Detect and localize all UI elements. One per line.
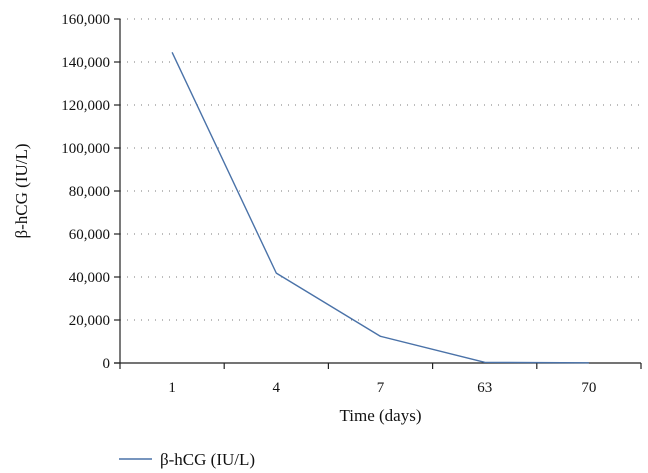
- y-axis-title: β-hCG (IU/L): [12, 143, 31, 238]
- y-tick-label: 40,000: [69, 270, 110, 286]
- legend-label: β-hCG (IU/L): [160, 450, 255, 469]
- gridlines: [120, 18, 641, 321]
- y-tick-label: 80,000: [69, 184, 110, 200]
- x-axis-ticks: 1 4 7 63 70: [119, 363, 642, 396]
- y-tick-label: 0: [103, 356, 111, 372]
- y-tick-label: 60,000: [69, 227, 110, 243]
- y-tick-label: 20,000: [69, 313, 110, 329]
- y-tick-label: 100,000: [61, 141, 110, 157]
- y-tick-label: 140,000: [61, 55, 110, 71]
- x-tick-label: 70: [581, 380, 596, 396]
- y-tick-label: 160,000: [61, 12, 110, 28]
- legend: β-hCG (IU/L): [119, 450, 255, 469]
- y-axis-ticks: 0 20,000 40,000 60,000 80,000 100,000 120,000 1…: [61, 12, 120, 372]
- y-tick-label: 120,000: [61, 98, 110, 114]
- x-tick-label: 7: [377, 380, 385, 396]
- series-layer: [171, 52, 589, 364]
- x-tick-label: 63: [477, 380, 492, 396]
- x-axis-title: Time (days): [339, 406, 421, 425]
- x-tick-label: 4: [273, 380, 281, 396]
- x-tick-label: 1: [168, 380, 176, 396]
- series-line: [171, 52, 589, 364]
